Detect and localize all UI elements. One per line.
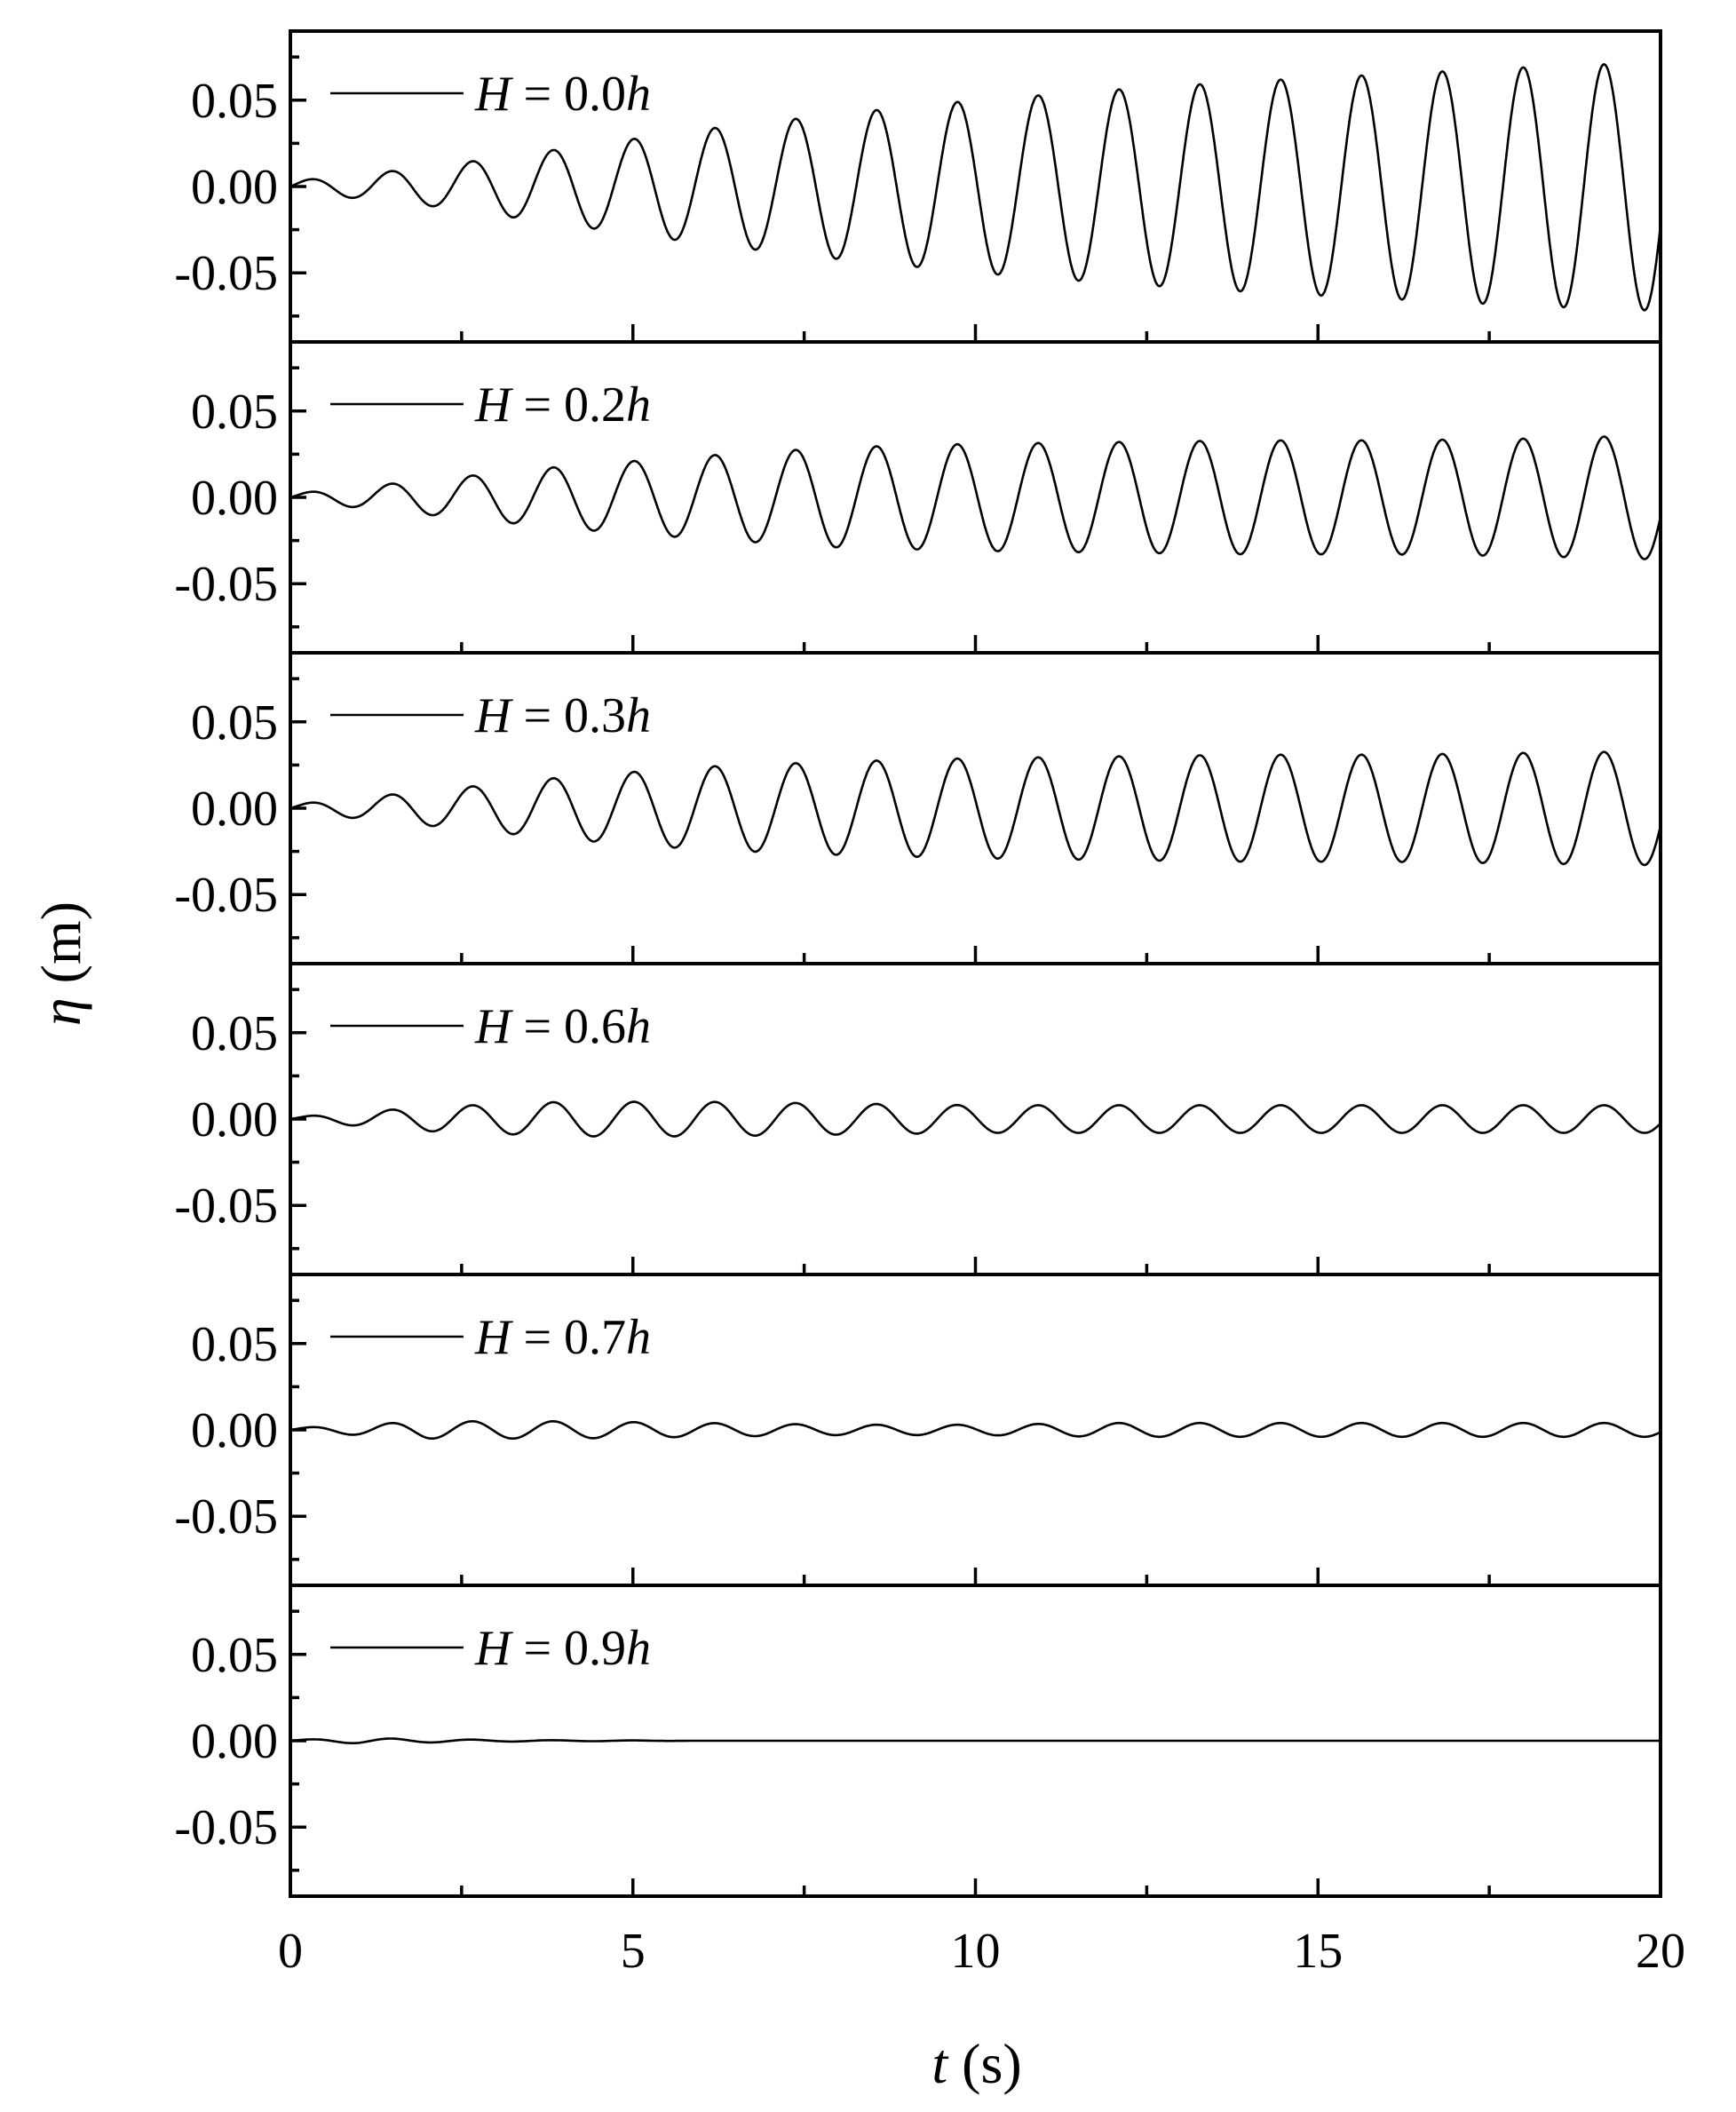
y-tick-label: 0.05 <box>191 695 278 750</box>
y-tick-label: 0.05 <box>191 1006 278 1061</box>
panel-4: 0.05 0.00 -0.05 H = 0.6h <box>174 962 1662 1276</box>
x-tick-label: 0 <box>278 1924 303 1979</box>
legend-label: H = 0.9h <box>474 1621 651 1676</box>
panel-2: 0.05 0.00 -0.05 H = 0.2h <box>174 340 1662 655</box>
legend-label: H = 0.7h <box>474 1310 651 1365</box>
y-tick-label: 0.00 <box>191 1403 278 1458</box>
panel-5: 0.05 0.00 -0.05 H = 0.7h <box>174 1273 1662 1587</box>
y-tick-label: 0.00 <box>191 782 278 837</box>
panel-3: 0.05 0.00 -0.05 H = 0.3h <box>174 651 1662 965</box>
legend-label: H = 0.3h <box>474 688 651 743</box>
panel-1: 0.05 0.00 -0.05 H = 0.0h <box>174 29 1662 344</box>
series-line <box>289 435 1662 560</box>
legend-label: H = 0.0h <box>474 67 651 122</box>
y-tick-label: 0.00 <box>191 1092 278 1147</box>
y-tick-label: -0.05 <box>174 246 278 301</box>
y-tick-label: 0.05 <box>191 74 278 129</box>
x-tick-label: 20 <box>1636 1924 1685 1979</box>
series-line <box>289 1100 1661 1138</box>
y-tick-label: 0.05 <box>191 1628 278 1683</box>
x-tick-label: 5 <box>621 1924 646 1979</box>
panel-6: 0.05 0.00 -0.05 H = 0.9h <box>174 1584 1662 1898</box>
series-line <box>289 1420 1661 1440</box>
series-line <box>289 63 1662 312</box>
x-tick-label: 15 <box>1293 1924 1343 1979</box>
y-tick-label: -0.05 <box>174 557 278 612</box>
x-axis-title: t (s) <box>931 2032 1021 2095</box>
legend-label: H = 0.6h <box>474 999 651 1054</box>
series-line <box>289 1737 1661 1744</box>
y-tick-label: 0.00 <box>191 1714 278 1769</box>
panels-layer: 0.05 0.00 -0.05 H = 0.0h 0.05 0.00 -0.05 H = 0.… <box>174 29 1662 1898</box>
y-tick-label: 0.05 <box>191 385 278 440</box>
y-tick-label: -0.05 <box>174 1800 278 1855</box>
y-tick-label: 0.00 <box>191 471 278 526</box>
y-tick-label: -0.05 <box>174 1489 278 1544</box>
y-tick-label: -0.05 <box>174 868 278 923</box>
series-line <box>289 750 1662 867</box>
x-tick-label: 10 <box>951 1924 1001 1979</box>
x-axis: 0 5 10 15 20 <box>278 1924 1685 1979</box>
legend-label: H = 0.2h <box>474 377 651 433</box>
y-tick-label: 0.05 <box>191 1317 278 1372</box>
y-axis-title: η (m) <box>29 901 92 1026</box>
y-tick-label: -0.05 <box>174 1179 278 1234</box>
y-tick-label: 0.00 <box>191 160 278 215</box>
